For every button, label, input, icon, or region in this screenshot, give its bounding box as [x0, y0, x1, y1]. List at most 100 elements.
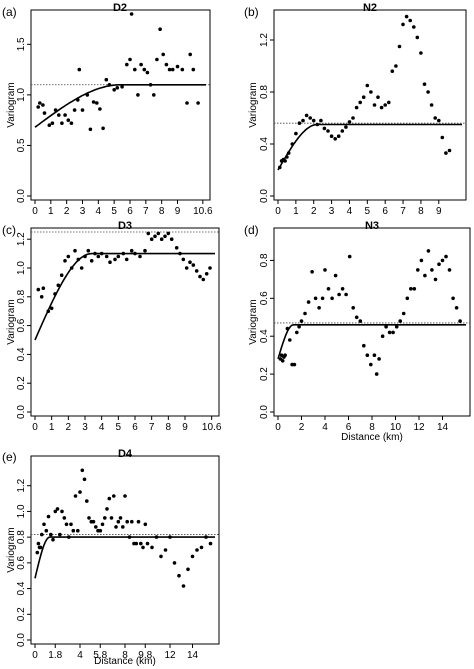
data-point — [426, 249, 431, 253]
data-point — [69, 266, 74, 270]
data-point — [419, 258, 424, 263]
plot-frame-d — [273, 227, 471, 417]
x-tick-label: 0 — [275, 206, 281, 217]
data-point — [38, 101, 42, 105]
data-point — [372, 103, 377, 107]
data-point — [98, 107, 102, 111]
data-point — [191, 67, 196, 72]
data-point — [167, 67, 172, 72]
x-tick-label: 1.8 — [48, 650, 62, 661]
data-point — [336, 134, 341, 138]
fitted-model-line — [34, 252, 215, 341]
data-point — [133, 67, 137, 72]
y-tick-label: 0.8 — [259, 253, 270, 267]
data-point — [152, 93, 156, 97]
data-point — [294, 131, 298, 136]
data-point — [404, 14, 409, 19]
x-tick-label: 4 — [77, 650, 83, 661]
data-point — [195, 548, 199, 552]
data-point — [354, 105, 359, 110]
x-tick-label: 6 — [132, 422, 138, 433]
data-point — [201, 277, 206, 282]
data-point — [372, 353, 377, 358]
data-point — [394, 64, 398, 68]
y-tick-label: 0.0 — [259, 405, 270, 419]
data-point — [340, 287, 345, 291]
data-point — [63, 259, 67, 263]
data-point — [444, 254, 448, 259]
data-point — [199, 545, 204, 550]
x-tick-label: 5 — [111, 206, 117, 217]
data-point — [429, 103, 434, 107]
data-point — [139, 62, 143, 67]
data-point — [143, 522, 148, 527]
data-point — [329, 134, 334, 138]
data-point — [303, 311, 307, 316]
data-point — [323, 268, 327, 272]
data-point — [99, 251, 104, 256]
y-tick-label: 0.0 — [16, 633, 27, 647]
y-tick-label: 0.8 — [16, 289, 27, 303]
data-point — [53, 292, 57, 296]
data-point — [64, 522, 69, 527]
data-point — [320, 296, 325, 301]
y-tick-label: 1.2 — [259, 33, 270, 47]
data-point — [87, 516, 91, 520]
data-point — [379, 105, 384, 110]
data-point — [358, 100, 363, 105]
data-point — [278, 165, 282, 170]
x-tick-label: 3 — [82, 422, 88, 433]
y-tick-label: 1.2 — [16, 478, 27, 492]
plot-frame-b — [273, 9, 467, 201]
data-point — [127, 535, 132, 539]
data-point — [306, 300, 311, 304]
panel-title-e: D4 — [118, 448, 133, 460]
y-tick-label: 0.2 — [259, 367, 270, 381]
x-tick-label: 8 — [122, 650, 128, 661]
fitted-model-line — [34, 536, 215, 579]
data-point — [430, 268, 434, 272]
data-point — [123, 494, 127, 498]
y-axis-title-b: Variogram — [248, 82, 259, 127]
x-tick-label: 2 — [66, 422, 72, 433]
data-point — [134, 541, 139, 546]
data-point — [129, 12, 134, 16]
data-point — [80, 468, 85, 473]
x-tick-label: 5 — [365, 206, 371, 217]
data-point — [91, 100, 96, 104]
x-tick-label: 6 — [127, 206, 133, 217]
data-point — [164, 62, 169, 67]
data-point — [333, 137, 338, 141]
y-tick-label: 0.6 — [259, 291, 270, 305]
x-tick-label: 3 — [80, 206, 86, 217]
data-point — [290, 142, 295, 146]
x-tick-label: 8 — [418, 206, 424, 217]
data-point — [194, 269, 199, 273]
data-point — [116, 254, 121, 259]
data-point — [384, 324, 388, 329]
y-tick-label: 1.0 — [16, 504, 27, 518]
data-point — [41, 103, 45, 107]
y-axis-title-c: Variogram — [6, 299, 17, 344]
x-tick-label: 9 — [175, 206, 181, 217]
data-point — [158, 27, 162, 32]
data-point — [47, 123, 52, 127]
y-tick-label: 0.4 — [16, 347, 27, 361]
data-point — [101, 126, 105, 131]
data-point — [121, 251, 126, 256]
data-point — [451, 296, 455, 301]
data-point — [283, 353, 287, 358]
data-point — [401, 22, 405, 27]
data-point — [59, 273, 64, 278]
fitted-model-line — [277, 123, 462, 171]
panel-a: (a) D2 Variogram 0 1 2 3 4 5 6 7 8 9 10.6 0.0 0.5 1.0… — [2, 2, 213, 217]
data-point — [128, 57, 132, 62]
data-point — [139, 541, 143, 546]
data-point — [133, 251, 137, 256]
data-point — [416, 268, 420, 272]
data-point — [433, 277, 438, 282]
panel-d: (d) N3 Variogram Distance (km) 0 2 4 6 8 10 12… — [244, 220, 471, 443]
data-point — [72, 108, 77, 112]
data-point — [208, 266, 212, 270]
x-tick-label: 9 — [436, 206, 442, 217]
